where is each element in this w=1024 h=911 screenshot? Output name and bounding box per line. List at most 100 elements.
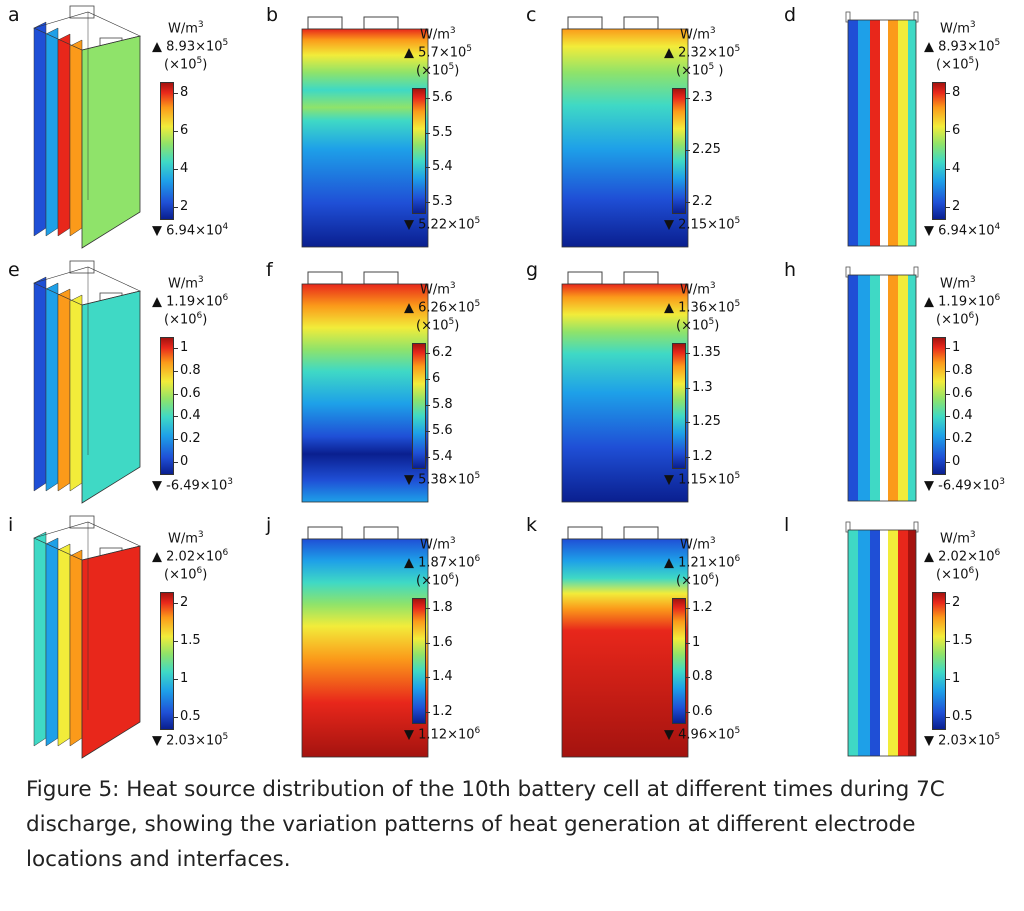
colorbar-tick-label: 5.6 xyxy=(432,423,453,439)
colorbar-tick xyxy=(174,416,178,418)
colorbar-tick xyxy=(174,347,178,349)
max-value-text: 6.26×10 xyxy=(418,300,475,316)
colorbar-tick xyxy=(174,602,178,604)
scale-text: (×10 xyxy=(676,573,709,589)
unit-exponent: 3 xyxy=(197,20,204,30)
max-value-exponent: 5 xyxy=(734,299,741,309)
min-triangle-icon: ▼ xyxy=(404,727,419,743)
max-value: ▲ 8.93×105 xyxy=(152,38,228,54)
max-value-exponent: 6 xyxy=(994,548,1001,558)
heatmap-side-view xyxy=(847,529,917,757)
min-value: ▼ 2.03×105 xyxy=(924,732,1000,748)
min-value-exponent: 5 xyxy=(474,216,481,226)
heatmap-3d-cell xyxy=(33,260,141,504)
colorbar-tick xyxy=(426,457,430,459)
electrode-layer xyxy=(33,531,47,747)
scale-factor: (×105 ) xyxy=(676,62,723,78)
colorbar-tick-label: 6 xyxy=(180,122,189,138)
max-value: ▲ 1.21×106 xyxy=(664,554,740,570)
colorbar-tick-label: 1.4 xyxy=(432,669,453,685)
colorbar-tick xyxy=(686,97,690,99)
colorbar-tick xyxy=(686,677,690,679)
unit-exponent: 3 xyxy=(709,26,716,36)
colorbar-tick xyxy=(686,457,690,459)
max-value-exponent: 6 xyxy=(734,554,741,564)
max-value-text: 2.32×10 xyxy=(678,45,735,61)
colorbar-tick xyxy=(174,370,178,372)
electrode-layer-strip xyxy=(848,530,858,756)
electrode-layer-strip xyxy=(870,20,880,246)
scale-close: ) xyxy=(974,312,980,328)
unit-text: W/m xyxy=(940,276,970,292)
tab-terminal-left xyxy=(307,526,343,540)
colorbar-tick-label: 2 xyxy=(180,594,189,610)
panel-graphic xyxy=(33,260,141,504)
colorbar-tick xyxy=(426,352,430,354)
colorbar-tick-label: 1 xyxy=(180,671,189,687)
colorbar-tick-label: 6 xyxy=(952,122,961,138)
min-triangle-icon: ▼ xyxy=(404,472,419,488)
electrode-layer-strip xyxy=(870,530,880,756)
unit-exponent: 3 xyxy=(969,275,976,285)
max-triangle-icon: ▲ xyxy=(152,39,167,55)
max-value-exponent: 5 xyxy=(222,38,229,48)
min-triangle-icon: ▼ xyxy=(664,727,679,743)
colorbar xyxy=(160,82,174,220)
colorbar-tick-label: 8 xyxy=(952,84,961,100)
tab-terminal-right xyxy=(623,271,659,285)
tab-terminal-right xyxy=(363,526,399,540)
colorbar-tick xyxy=(426,607,430,609)
cell-top-outline xyxy=(33,521,141,561)
panel-letter: b xyxy=(266,4,279,26)
colorbar-tick xyxy=(946,416,950,418)
electrode-layer-strip xyxy=(880,20,888,246)
scale-text: (×10 xyxy=(936,57,969,73)
min-value-exponent: 5 xyxy=(734,216,741,226)
scale-close: ) xyxy=(202,57,208,73)
tab-terminal-left xyxy=(567,271,603,285)
unit-text: W/m xyxy=(420,282,450,298)
max-value: ▲ 2.02×106 xyxy=(924,548,1000,564)
scale-factor: (×106) xyxy=(416,572,459,588)
electrode-layer xyxy=(45,537,59,747)
colorbar-tick-label: 1 xyxy=(692,634,701,650)
colorbar-tick xyxy=(174,393,178,395)
colorbar-tick xyxy=(426,405,430,406)
min-value: ▼ 1.15×105 xyxy=(664,471,740,487)
electrode-layer-strip xyxy=(888,275,898,501)
scale-text: (×10 xyxy=(936,312,969,328)
panel-letter: f xyxy=(266,259,273,281)
min-value: ▼ 1.12×106 xyxy=(404,726,480,742)
colorbar-tick xyxy=(946,462,950,464)
scale-factor: (×105) xyxy=(164,56,207,72)
heatmap-front-view xyxy=(301,538,429,758)
scale-text: (×10 xyxy=(416,573,449,589)
heatmap-front-view xyxy=(301,28,429,248)
colorbar-tick-label: 0.5 xyxy=(180,709,201,725)
colorbar-tick xyxy=(686,422,690,424)
electrode-layer-strip xyxy=(858,530,870,756)
min-value: ▼ 5.22×105 xyxy=(404,216,480,232)
electrode-layer xyxy=(57,288,71,492)
colorbar xyxy=(932,82,946,220)
min-value: ▼ 2.15×105 xyxy=(664,216,740,232)
min-triangle-icon: ▼ xyxy=(924,223,939,239)
electrode-layer xyxy=(57,543,71,747)
colorbar-tick xyxy=(686,607,690,609)
colorbar-tick-label: 5.3 xyxy=(432,194,453,210)
unit-label: W/m3 xyxy=(680,281,716,297)
electrode-layer xyxy=(69,294,83,492)
max-value-text: 1.36×10 xyxy=(678,300,735,316)
min-value: ▼ 6.94×104 xyxy=(152,222,228,238)
panel-g: g W/m3 ▲ 1.36×105 (×105) 1.35 1.3 1.25 1.2 ▼ 1.1… xyxy=(518,255,774,510)
min-value-exponent: 5 xyxy=(734,726,741,736)
colorbar xyxy=(412,343,426,469)
max-triangle-icon: ▲ xyxy=(664,45,679,61)
unit-text: W/m xyxy=(168,531,198,547)
heatmap-front-view xyxy=(301,283,429,503)
scale-factor: (×105) xyxy=(416,62,459,78)
max-value: ▲ 2.02×106 xyxy=(152,548,228,564)
panel-graphic xyxy=(561,271,689,503)
unit-exponent: 3 xyxy=(709,536,716,546)
colorbar xyxy=(160,592,174,730)
